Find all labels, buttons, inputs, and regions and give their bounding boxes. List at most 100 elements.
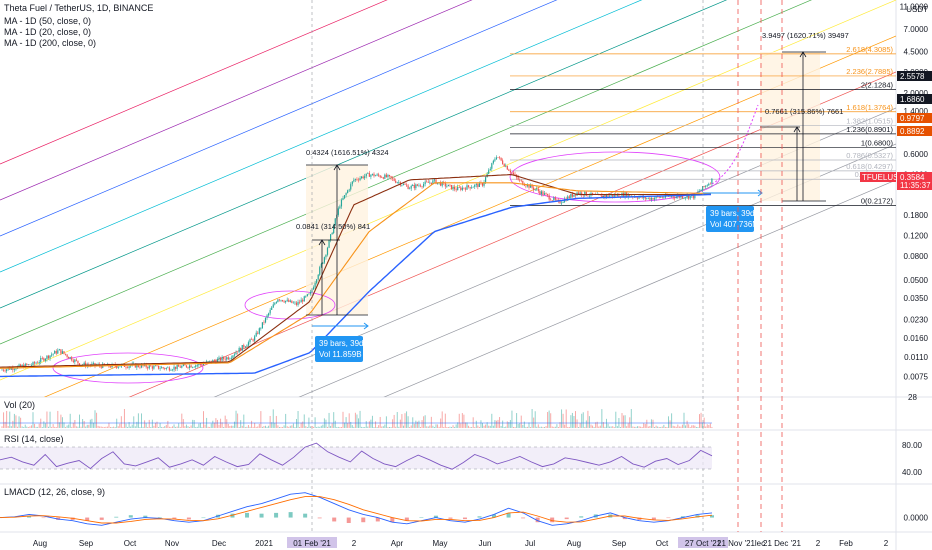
main-price-pane[interactable]: 2.618(4.3085) 2.236(2.7885) 2(2.1284) 1.618… bbox=[0, 0, 896, 550]
candle-body bbox=[703, 186, 705, 187]
candle-body bbox=[447, 184, 449, 187]
volume-bar bbox=[113, 426, 115, 428]
candle-body bbox=[357, 179, 360, 181]
volume-bar bbox=[630, 409, 632, 428]
candle-body bbox=[271, 307, 273, 310]
macd-histogram-bar bbox=[550, 517, 555, 523]
volume-bar bbox=[94, 410, 96, 428]
volume-bar bbox=[114, 426, 116, 428]
candle-body bbox=[602, 195, 604, 198]
candle-body bbox=[232, 355, 234, 358]
volume-bar bbox=[196, 426, 198, 428]
candle-body bbox=[77, 360, 79, 364]
candle-body bbox=[302, 299, 304, 302]
volume-bar bbox=[37, 426, 39, 428]
volume-bar bbox=[240, 420, 242, 428]
candle-body bbox=[646, 198, 648, 200]
time-axis[interactable]: Aug Sep Oct Nov Dec 2021 01 Feb '21 2 Apr May Jun J… bbox=[33, 537, 889, 548]
candle-body bbox=[254, 336, 256, 341]
candle-body bbox=[708, 183, 710, 186]
candle-body bbox=[52, 353, 54, 355]
macd-histogram-bar bbox=[622, 517, 627, 520]
macd-pane-label[interactable]: LMACD (12, 26, close, 9) bbox=[4, 487, 106, 497]
fib-level-label: 1(0.6800) bbox=[861, 139, 894, 148]
candle-body bbox=[235, 352, 237, 355]
volume-bar bbox=[283, 425, 285, 428]
volume-bar bbox=[650, 419, 652, 428]
rsi-pane[interactable]: 80.00 40.00 bbox=[0, 441, 923, 477]
candle-body bbox=[492, 160, 494, 164]
macd-pane[interactable]: 0.0000 bbox=[0, 492, 929, 526]
ma20-legend[interactable]: MA - 1D (20, close, 0) bbox=[4, 27, 92, 37]
candle-body bbox=[534, 189, 536, 190]
volume-pane[interactable]: 28 bbox=[0, 393, 917, 428]
candle-body bbox=[610, 194, 612, 196]
candlestick-series[interactable] bbox=[1, 155, 713, 374]
macd-histogram-bar bbox=[579, 516, 584, 518]
volume-bar bbox=[252, 426, 254, 428]
volume-bar bbox=[641, 426, 643, 428]
time-tick-label: 2 bbox=[352, 539, 357, 548]
candle-body bbox=[342, 198, 344, 200]
volume-bar bbox=[189, 426, 191, 428]
candle-body bbox=[119, 366, 121, 368]
volume-bar bbox=[79, 414, 80, 428]
volume-bar bbox=[376, 426, 378, 428]
macd-histogram-bar bbox=[477, 516, 482, 518]
candle-body bbox=[647, 197, 649, 199]
price-tick-label: 7.0000 bbox=[904, 25, 929, 34]
volume-bar bbox=[314, 417, 316, 428]
candle-body bbox=[444, 182, 446, 187]
macd-histogram-bar bbox=[303, 513, 308, 518]
price-tick-label: 0.0160 bbox=[904, 334, 929, 343]
candle-body bbox=[280, 300, 282, 301]
volume-bar bbox=[695, 426, 697, 428]
volume-bar bbox=[130, 426, 132, 428]
candle-body bbox=[483, 182, 485, 186]
volume-bar bbox=[274, 422, 276, 428]
volume-bar bbox=[494, 420, 496, 428]
candle-body bbox=[41, 357, 43, 359]
volume-bar bbox=[604, 426, 606, 428]
candle-body bbox=[278, 299, 281, 301]
candle-body bbox=[500, 157, 502, 161]
volume-bar bbox=[292, 423, 294, 428]
volume-bar bbox=[677, 424, 679, 428]
volume-bar bbox=[43, 421, 45, 428]
volume-bar bbox=[247, 425, 249, 428]
volume-bar bbox=[571, 412, 573, 428]
ma50-legend[interactable]: MA - 1D (50, close, 0) bbox=[4, 16, 92, 26]
volume-bar bbox=[509, 420, 511, 428]
rsi-pane-label[interactable]: RSI (14, close) bbox=[4, 434, 64, 444]
candle-body bbox=[429, 182, 431, 184]
candle-body bbox=[64, 353, 67, 355]
candle-body bbox=[58, 349, 60, 351]
candle-body bbox=[261, 322, 263, 329]
candle-body bbox=[364, 176, 366, 179]
candle-body bbox=[190, 365, 192, 368]
volume-bar bbox=[1, 426, 3, 428]
candle-body bbox=[446, 186, 448, 187]
price-tick-label: 0.0500 bbox=[904, 276, 929, 285]
candle-body bbox=[463, 187, 465, 189]
ma200-legend[interactable]: MA - 1D (200, close, 0) bbox=[4, 38, 97, 48]
volume-bar bbox=[111, 426, 113, 428]
candle-body bbox=[221, 357, 223, 361]
volume-bar bbox=[485, 424, 487, 428]
volume-bar bbox=[550, 413, 552, 428]
volume-pane-label[interactable]: Vol (20) bbox=[4, 400, 36, 410]
price-tick-label: 4.5000 bbox=[904, 48, 929, 57]
candle-body bbox=[514, 174, 516, 175]
volume-bar bbox=[564, 424, 566, 428]
volume-bar bbox=[412, 417, 414, 428]
ellipse-drawing bbox=[52, 352, 204, 384]
candle-body bbox=[440, 182, 442, 186]
volume-bar bbox=[449, 426, 451, 428]
candle-body bbox=[587, 195, 589, 197]
candle-body bbox=[193, 366, 195, 368]
price-tag-text: 0.9797 bbox=[900, 114, 925, 123]
volume-bar bbox=[429, 425, 431, 428]
candle-body bbox=[570, 194, 572, 198]
volume-bar bbox=[134, 426, 136, 428]
